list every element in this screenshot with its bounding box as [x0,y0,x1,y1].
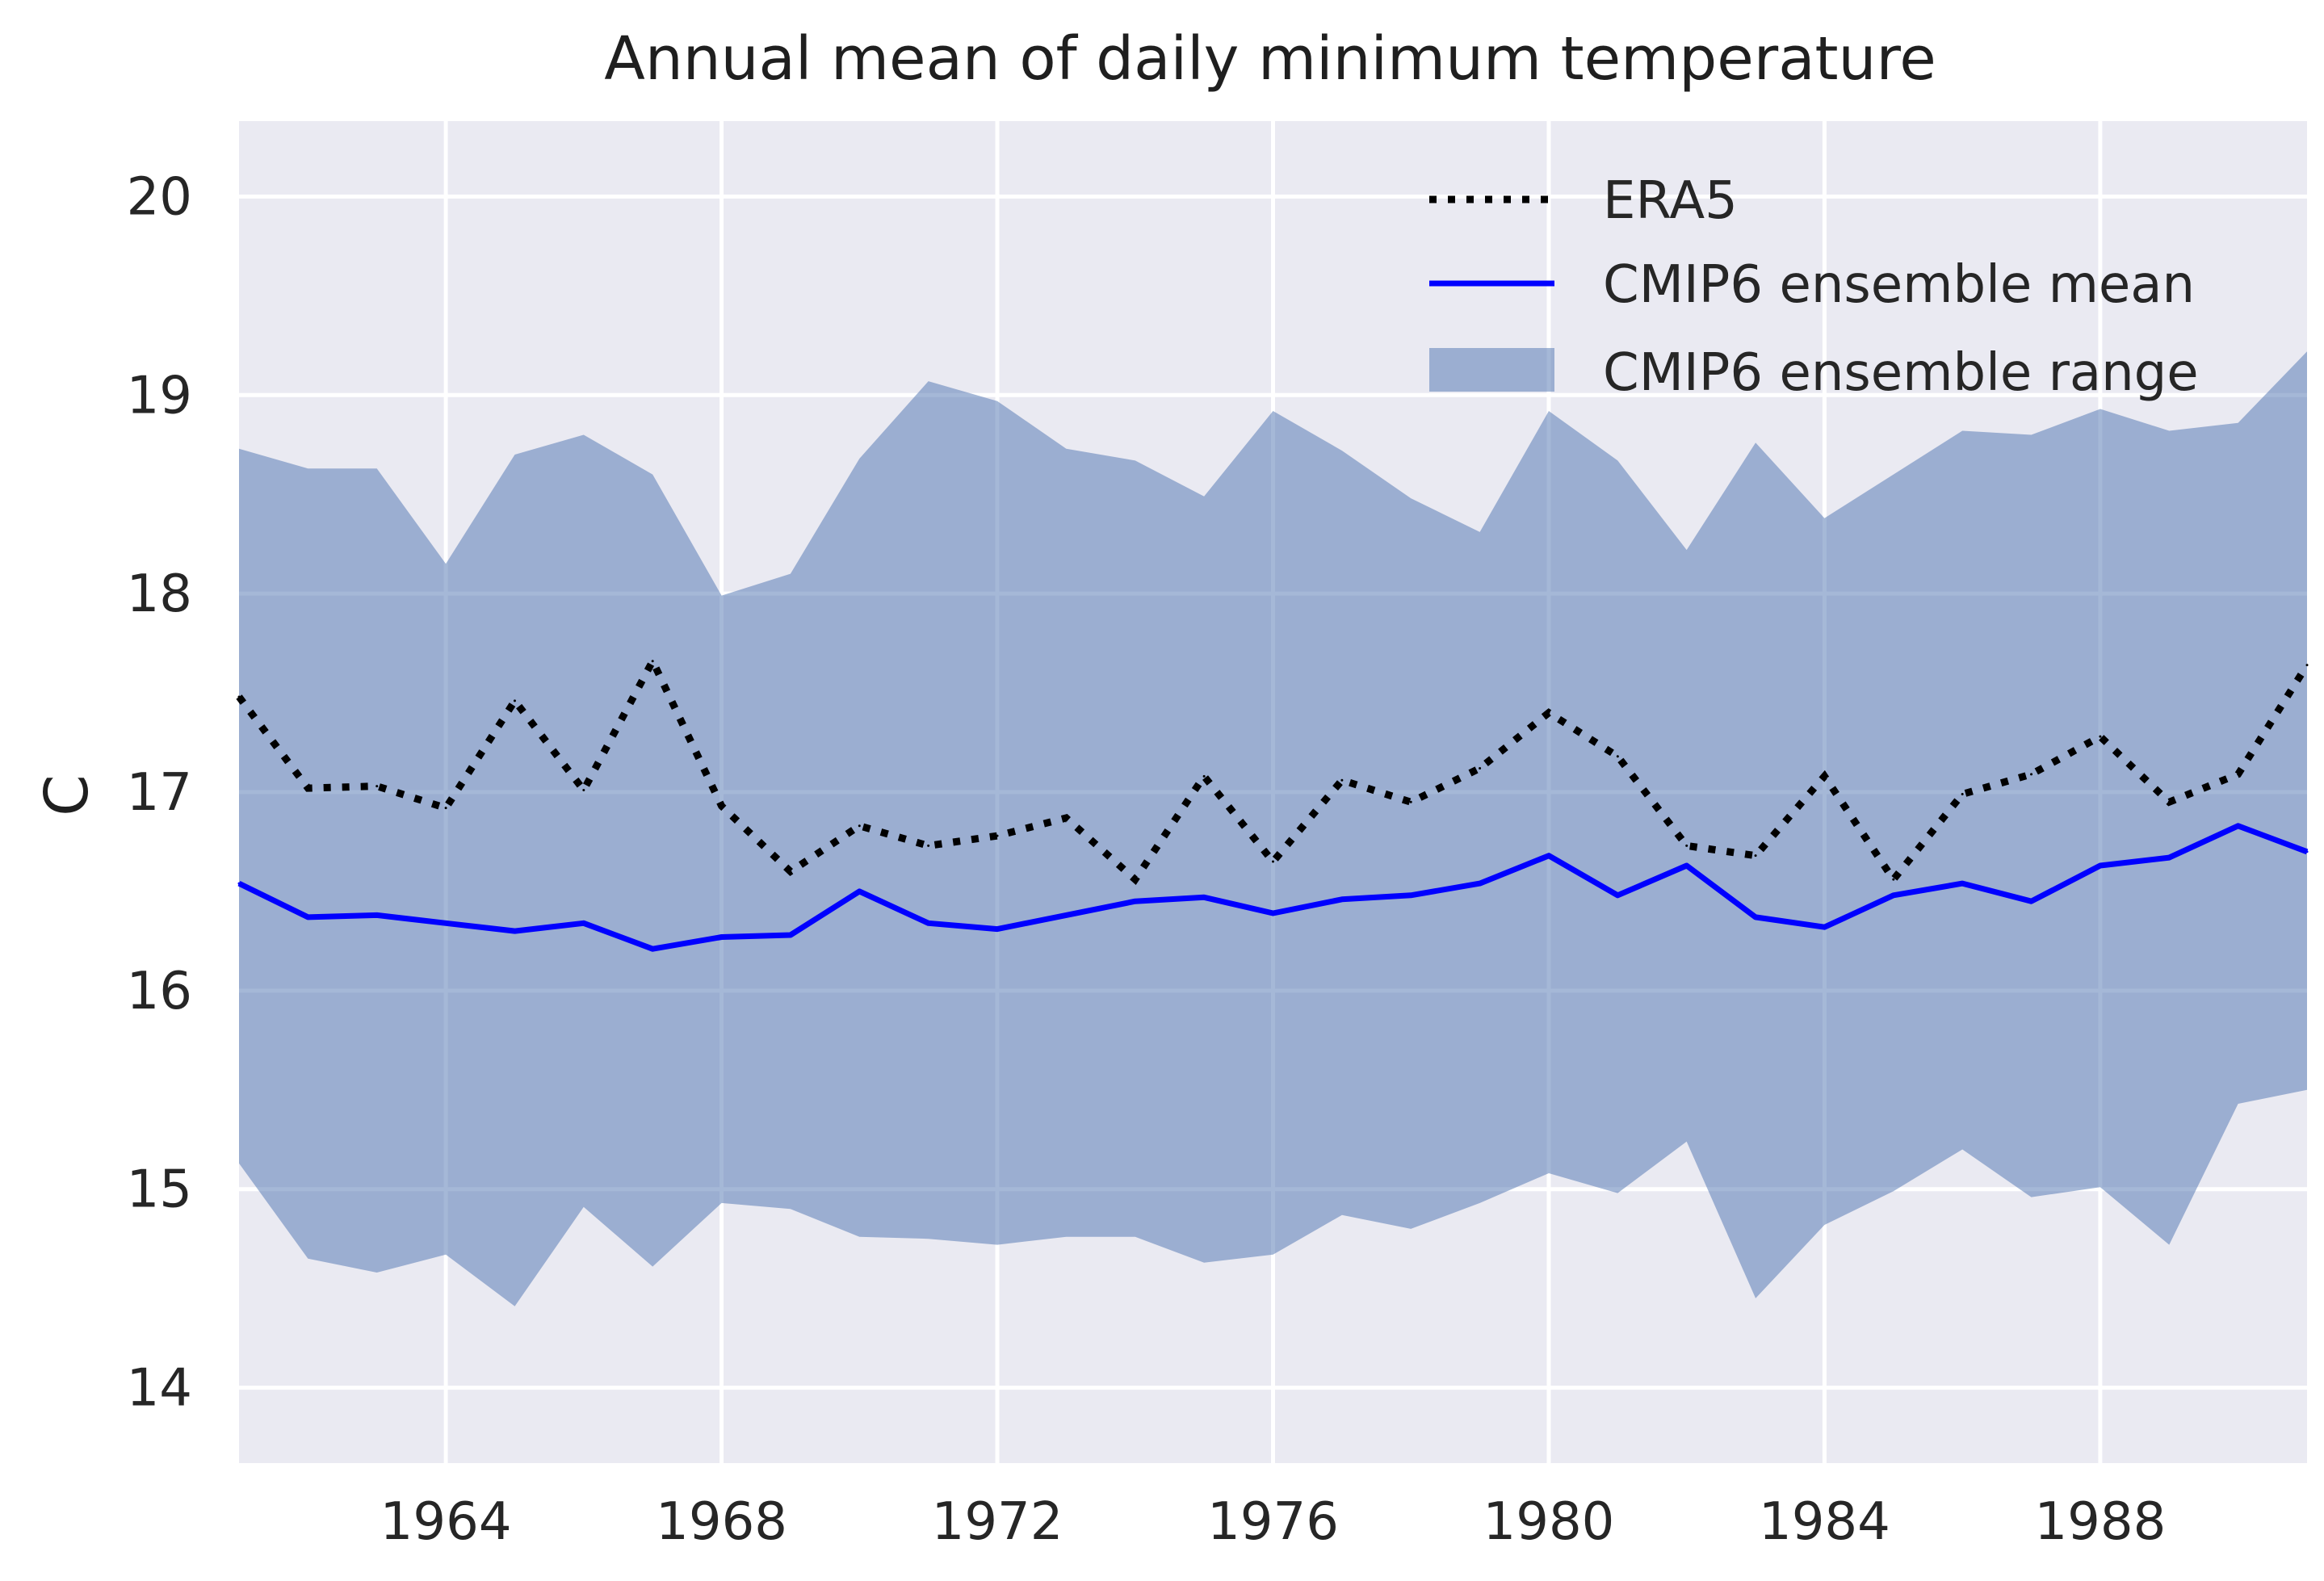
point-cmip6-mean [1754,916,1757,919]
point-era5 [1409,800,1412,803]
point-era5 [1272,860,1274,863]
legend-entry-cmip6-mean: CMIP6 ensemble mean [1429,255,2195,315]
x-tick-label: 1980 [1483,1492,1615,1552]
point-cmip6-mean [858,890,861,893]
point-cmip6-mean [1685,864,1688,867]
x-tick-label: 1976 [1207,1492,1339,1552]
legend-label: CMIP6 ensemble mean [1603,255,2195,315]
legend-entry-era5: ERA5 [1429,171,1738,231]
point-cmip6-mean [1409,894,1412,897]
point-cmip6-mean [996,928,999,931]
point-cmip6-mean [651,947,654,950]
point-cmip6-mean [582,921,585,925]
point-era5 [1961,792,1964,795]
point-cmip6-mean [927,921,930,925]
legend-label: ERA5 [1603,171,1738,231]
point-cmip6-mean [720,935,724,938]
point-era5 [1064,816,1068,820]
y-axis-ticks: 14 15 16 17 18 19 20 [127,167,192,1418]
point-era5 [996,834,999,837]
x-tick-label: 1968 [656,1492,787,1552]
point-cmip6-mean [513,929,516,933]
point-cmip6-mean [2237,824,2240,828]
ensemble-range-band [239,351,2307,1306]
legend-label: CMIP6 ensemble range [1603,343,2199,403]
point-era5 [1479,766,1482,770]
x-tick-label: 1988 [2034,1492,2166,1552]
point-cmip6-mean [375,913,379,916]
y-tick-label: 16 [127,962,192,1021]
point-era5 [1340,778,1344,782]
point-cmip6-mean [306,916,309,919]
legend: ERA5 CMIP6 ensemble mean CMIP6 ensemble ra… [1429,171,2199,403]
point-cmip6-mean [1961,882,1964,885]
point-era5 [1823,774,1826,778]
point-cmip6-mean [1547,854,1550,858]
point-cmip6-mean [2167,856,2171,859]
x-tick-label: 1964 [380,1492,512,1552]
point-cmip6-mean [444,921,447,925]
point-era5 [651,660,654,663]
point-era5 [1754,854,1757,858]
point-cmip6-mean [1479,882,1482,885]
point-era5 [1892,878,1895,881]
y-tick-label: 19 [127,366,192,426]
legend-entry-cmip6-range: CMIP6 ensemble range [1429,343,2199,403]
point-era5 [2305,664,2309,667]
y-axis-label: C [32,774,102,816]
point-cmip6-mean [1340,898,1344,901]
y-tick-label: 14 [127,1359,192,1419]
point-era5 [513,699,516,702]
y-tick-label: 20 [127,167,192,227]
point-era5 [927,844,930,847]
y-tick-label: 18 [127,564,192,624]
point-era5 [858,824,861,828]
y-tick-label: 15 [127,1160,192,1220]
point-cmip6-mean [1892,894,1895,897]
point-cmip6-mean [1272,912,1274,915]
point-cmip6-mean [2030,900,2033,903]
point-era5 [582,789,585,792]
point-era5 [789,870,792,873]
point-era5 [375,785,379,788]
legend-swatch-cmip6-range [1429,348,1554,392]
point-era5 [444,807,447,810]
y-tick-label: 17 [127,763,192,823]
x-tick-label: 1972 [932,1492,1063,1552]
point-cmip6-mean [1823,925,1826,929]
data-points [237,660,2309,950]
point-cmip6-mean [789,933,792,937]
point-era5 [2167,800,2171,803]
point-era5 [306,786,309,790]
point-era5 [2099,735,2102,738]
x-axis-ticks: 1964 1968 1972 1976 1980 1984 1988 [380,1492,2167,1552]
point-era5 [1616,755,1619,758]
point-cmip6-mean [1202,895,1206,899]
point-era5 [1202,774,1206,778]
point-era5 [237,695,241,698]
point-era5 [2030,773,2033,776]
point-cmip6-mean [2099,864,2102,867]
point-era5 [720,804,724,807]
point-era5 [2237,773,2240,776]
point-era5 [1547,711,1550,715]
point-cmip6-mean [2305,850,2309,853]
x-tick-label: 1984 [1759,1492,1890,1552]
point-era5 [1134,878,1137,881]
chart-title: Annual mean of daily minimum temperature [604,24,1936,94]
point-cmip6-mean [1134,900,1137,903]
point-era5 [1685,844,1688,847]
point-cmip6-mean [237,882,241,885]
point-cmip6-mean [1064,913,1068,916]
point-cmip6-mean [1616,894,1619,897]
